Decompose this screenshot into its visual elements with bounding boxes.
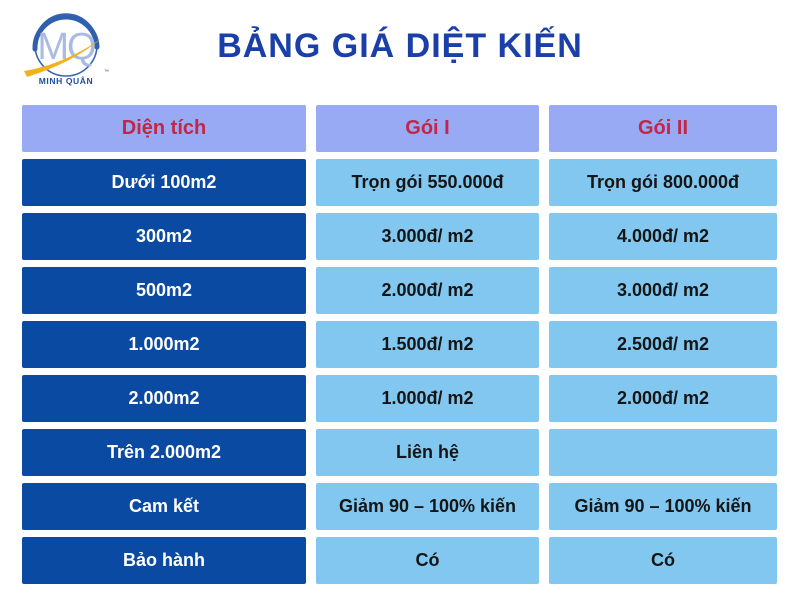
minh-quan-logo: MQ MINH QUÂN ™ [24,13,109,86]
area-cell: 2.000m2 [22,375,306,422]
area-cell: Cam kết [22,483,306,530]
package-1-cell: Trọn gói 550.000đ [316,159,539,206]
logo-swoosh [24,38,102,77]
package-2-cell: 3.000đ/ m2 [549,267,777,314]
column-header-package-2: Gói II [549,105,777,152]
price-table: Diện tích Gói I Gói II Dưới 100m2 Trọn gó… [22,105,777,584]
package-1-cell: 3.000đ/ m2 [316,213,539,260]
package-1-cell: Liên hệ [316,429,539,476]
logo-trademark: ™ [104,69,109,75]
package-2-cell: 4.000đ/ m2 [549,213,777,260]
package-1-cell: Giảm 90 – 100% kiến [316,483,539,530]
package-2-cell: 2.500đ/ m2 [549,321,777,368]
package-2-cell [549,429,777,476]
area-cell: Trên 2.000m2 [22,429,306,476]
package-2-cell: Giảm 90 – 100% kiến [549,483,777,530]
package-2-cell: Có [549,537,777,584]
package-2-cell: 2.000đ/ m2 [549,375,777,422]
column-header-package-1: Gói I [316,105,539,152]
logo-initials: MQ [37,26,95,68]
package-2-cell: Trọn gói 800.000đ [549,159,777,206]
column-header-area: Diện tích [22,105,306,152]
package-1-cell: Có [316,537,539,584]
package-1-cell: 1.500đ/ m2 [316,321,539,368]
area-cell: Dưới 100m2 [22,159,306,206]
package-1-cell: 1.000đ/ m2 [316,375,539,422]
package-1-cell: 2.000đ/ m2 [316,267,539,314]
logo-ring-thick [32,14,100,52]
area-cell: 300m2 [22,213,306,260]
area-cell: Bảo hành [22,537,306,584]
page-title: BẢNG GIÁ DIỆT KIẾN [217,27,583,65]
logo-brand-text: MINH QUÂN [39,75,94,86]
area-cell: 1.000m2 [22,321,306,368]
area-cell: 500m2 [22,267,306,314]
